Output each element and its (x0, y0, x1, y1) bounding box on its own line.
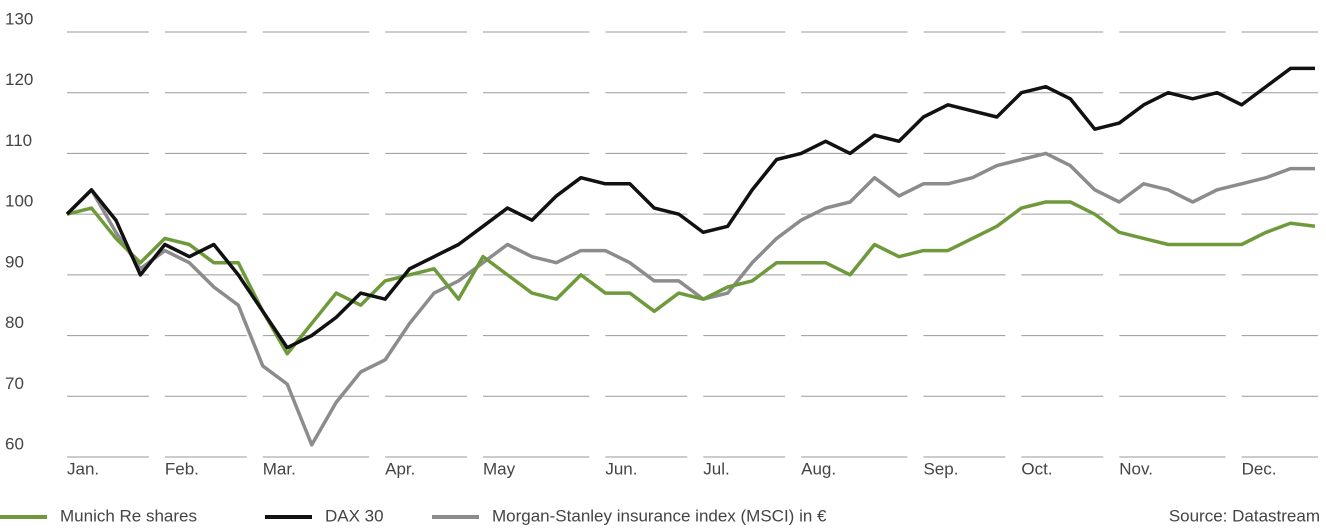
x-tick-label: Sep. (923, 459, 958, 478)
x-tick-label: Apr. (385, 459, 415, 478)
x-tick-label: Aug. (801, 459, 836, 478)
source: Source: Datastream (1169, 506, 1320, 525)
legend-label: DAX 30 (325, 506, 384, 525)
x-tick-label: Dec. (1242, 459, 1277, 478)
y-tick-label: 130 (5, 9, 33, 28)
x-tick-label: Jun. (605, 459, 637, 478)
y-tick-label: 110 (5, 131, 32, 150)
y-tick-label: 60 (5, 434, 24, 453)
x-tick-label: Jan. (67, 459, 99, 478)
y-tick-label: 90 (5, 252, 24, 271)
x-tick-label: Mar. (263, 459, 296, 478)
legend-label: Munich Re shares (60, 506, 197, 525)
series-line (65, 151, 1315, 447)
y-tick-label: 80 (5, 313, 24, 332)
y-tick-label: 120 (5, 70, 33, 89)
y-tick-label: 70 (5, 374, 24, 393)
series-line (65, 66, 1315, 350)
legend-label: Morgan-Stanley insurance index (MSCI) in… (492, 506, 827, 525)
x-tick-label: Nov. (1119, 459, 1153, 478)
x-tick-label: May (483, 459, 516, 478)
y-tick-label: 100 (5, 192, 33, 211)
x-tick-label: Feb. (165, 459, 199, 478)
x-tick-label: Oct. (1021, 459, 1052, 478)
x-tick-label: Jul. (703, 459, 729, 478)
